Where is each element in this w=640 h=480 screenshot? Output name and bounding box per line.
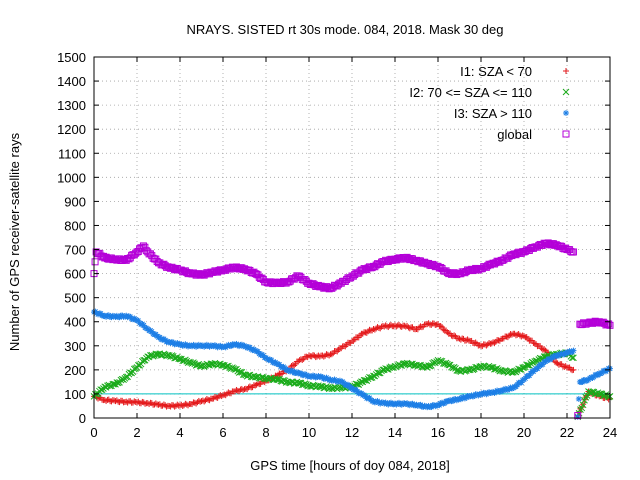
data-point xyxy=(383,322,391,330)
y-tick-label: 400 xyxy=(64,315,86,330)
x-tick-label: 0 xyxy=(90,425,97,440)
data-point xyxy=(438,323,446,331)
data-point xyxy=(359,330,367,338)
y-tick-label: 600 xyxy=(64,267,86,282)
legend-label: global xyxy=(497,127,532,142)
x-tick-label: 14 xyxy=(388,425,402,440)
data-point xyxy=(540,345,548,353)
y-tick-label: 1000 xyxy=(57,170,86,185)
y-tick-label: 1500 xyxy=(57,50,86,65)
legend-marker xyxy=(562,67,570,75)
data-point xyxy=(457,336,465,344)
y-tick-label: 100 xyxy=(64,387,86,402)
data-point xyxy=(152,399,160,407)
data-point xyxy=(298,356,306,364)
data-point xyxy=(396,322,404,330)
data-point xyxy=(161,401,169,409)
y-tick-label: 800 xyxy=(64,218,86,233)
y-tick-label: 0 xyxy=(79,411,86,426)
y-tick-label: 1400 xyxy=(57,74,86,89)
data-point xyxy=(569,347,577,355)
y-tick-label: 200 xyxy=(64,363,86,378)
legend-label: I3: SZA > 110 xyxy=(454,106,532,121)
data-point xyxy=(472,339,480,347)
data-point xyxy=(184,401,192,409)
data-point xyxy=(490,339,498,347)
legend-marker-symbol xyxy=(562,130,570,138)
data-point xyxy=(91,258,99,266)
y-tick-label: 1100 xyxy=(58,146,86,161)
data-point xyxy=(165,402,173,410)
data-point xyxy=(520,332,528,340)
x-tick-label: 12 xyxy=(345,425,359,440)
x-tick-label: 4 xyxy=(176,425,183,440)
x-tick-label: 16 xyxy=(431,425,445,440)
grid xyxy=(94,57,610,418)
x-tick-label: 6 xyxy=(219,425,226,440)
y-tick-labels: 0 100 200 300 400 500 600 700 800 900 1000 1100 1200… xyxy=(57,50,86,426)
x-axis-label: GPS time [hours of doy 084, 2018] xyxy=(250,458,449,473)
data-point xyxy=(554,359,562,367)
legend-marker xyxy=(562,130,570,138)
y-axis-label: Number of GPS receiver-satellite rays xyxy=(7,132,22,351)
legend-label: I1: SZA < 70 xyxy=(460,64,532,79)
x-tick-label: 10 xyxy=(302,425,316,440)
data-point xyxy=(155,401,162,409)
x-tick-label: 22 xyxy=(560,425,574,440)
y-tick-label: 1200 xyxy=(57,122,86,137)
x-tick-label: 2 xyxy=(133,425,140,440)
y-tick-label: 1300 xyxy=(57,98,86,113)
data-point xyxy=(112,397,119,405)
x-tick-labels: 0 2 4 6 8 10 12 14 16 18 20 22 24 xyxy=(90,425,617,440)
data-point xyxy=(430,320,438,328)
data-point xyxy=(140,398,148,406)
x-tick-label: 20 xyxy=(517,425,531,440)
data-point xyxy=(133,398,141,406)
chart-title: NRAYS. SISTED rt 30s mode. 084, 2018. Ma… xyxy=(187,22,504,37)
y-tick-label: 500 xyxy=(64,291,86,306)
data-point xyxy=(328,350,336,358)
legend-marker-symbol xyxy=(562,109,570,117)
legend-label: I2: 70 <= SZA <= 110 xyxy=(409,85,532,100)
legend-marker-symbol xyxy=(562,67,570,75)
legend-marker-symbol xyxy=(562,88,570,96)
data-point xyxy=(145,400,153,408)
legend-marker xyxy=(562,109,570,117)
data-point xyxy=(575,395,583,403)
legend-marker xyxy=(562,88,570,96)
y-tick-label: 900 xyxy=(64,194,86,209)
x-tick-label: 8 xyxy=(262,425,269,440)
y-tick-label: 700 xyxy=(64,243,86,258)
data-point xyxy=(118,397,126,405)
data-point xyxy=(308,352,316,360)
data-point xyxy=(464,335,472,343)
data-point xyxy=(386,322,394,330)
data-point xyxy=(484,340,492,348)
axis-ticks xyxy=(93,56,611,419)
legend: I1: SZA < 70 I2: 70 <= SZA <= 110 I3: SZA … xyxy=(409,64,570,142)
data-point xyxy=(290,361,298,369)
data-point xyxy=(394,321,402,329)
data-point xyxy=(239,386,247,394)
data-point xyxy=(476,341,484,349)
y-tick-label: 300 xyxy=(64,339,86,354)
x-tick-label: 18 xyxy=(474,425,488,440)
x-tick-label: 24 xyxy=(603,425,617,440)
